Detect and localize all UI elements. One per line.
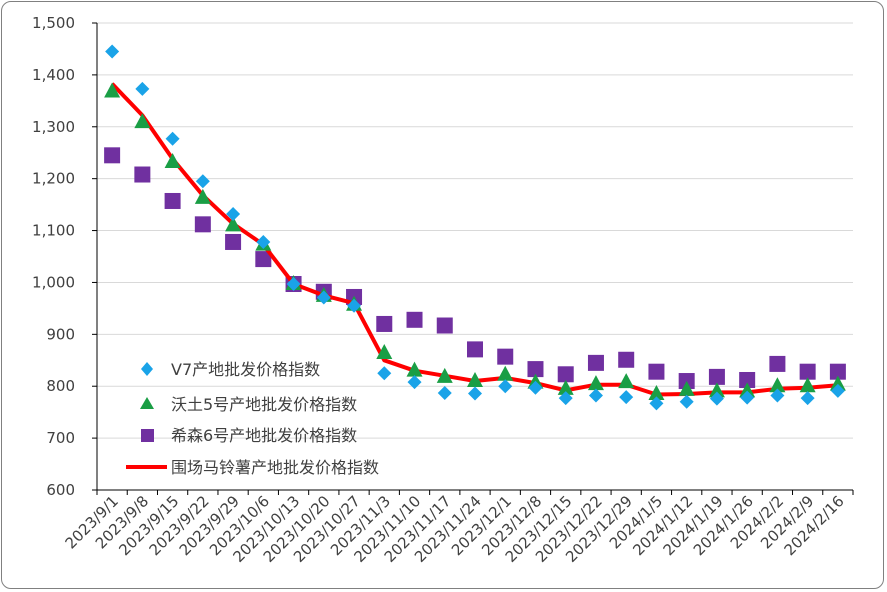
point-v7-6 <box>286 277 301 292</box>
point-xisen6-15 <box>557 366 574 383</box>
axes <box>92 22 854 495</box>
point-xisen6-9 <box>376 315 393 332</box>
y-tick-label-600: 600 <box>46 481 75 499</box>
point-v7-9 <box>377 366 392 381</box>
point-wotu5-24 <box>829 375 846 391</box>
legend-marker-v7 <box>141 362 153 376</box>
point-xisen6-4 <box>225 233 242 250</box>
legend-marker-xisen6 <box>141 429 154 442</box>
point-wotu5-0 <box>104 82 121 98</box>
legend-label-wotu5: 沃土5号产地批发价格指数 <box>171 395 357 414</box>
point-wotu5-12 <box>467 372 483 388</box>
point-wotu5-17 <box>618 373 635 389</box>
point-v7-19 <box>679 394 694 409</box>
point-xisen6-13 <box>497 348 514 365</box>
series-layer <box>104 44 846 411</box>
point-wotu5-20 <box>708 382 725 398</box>
point-v7-1 <box>135 81 150 96</box>
point-xisen6-21 <box>739 371 756 388</box>
y-tick-label-1500: 1,500 <box>32 14 75 32</box>
point-xisen6-5 <box>255 251 272 268</box>
point-v7-21 <box>740 390 755 405</box>
point-xisen6-12 <box>467 341 483 358</box>
point-wotu5-23 <box>799 377 816 393</box>
point-xisen6-3 <box>194 216 211 233</box>
point-xisen6-17 <box>618 351 635 368</box>
y-tick-label-1200: 1,200 <box>32 170 75 188</box>
legend-label-xisen6: 希森6号产地批发价格指数 <box>171 426 357 445</box>
legend-label-weichang: 围场马铃薯产地批发价格指数 <box>171 458 379 477</box>
point-wotu5-22 <box>769 377 786 393</box>
point-v7-12 <box>468 386 482 401</box>
point-xisen6-22 <box>769 355 786 372</box>
point-xisen6-2 <box>164 192 181 209</box>
x-tick-labels: 2023/9/12023/9/82023/9/152023/9/222023/9… <box>62 492 848 566</box>
y-tick-label-1000: 1,000 <box>32 273 75 291</box>
point-xisen6-11 <box>436 317 453 334</box>
point-v7-7 <box>316 290 331 305</box>
point-wotu5-16 <box>587 375 604 391</box>
point-wotu5-9 <box>376 344 393 360</box>
legend-item-xisen6: 希森6号产地批发价格指数 <box>141 426 357 445</box>
point-xisen6-14 <box>527 361 544 378</box>
point-wotu5-1 <box>134 113 151 129</box>
point-wotu5-15 <box>557 379 574 395</box>
legend: V7产地批发价格指数 沃土5号产地批发价格指数 希森6号产地批发价格指数 围场马… <box>126 360 379 477</box>
point-v7-17 <box>619 390 634 405</box>
point-wotu5-4 <box>225 216 242 232</box>
point-v7-22 <box>770 388 785 403</box>
point-xisen6-10 <box>406 311 423 328</box>
point-v7-24 <box>830 383 845 398</box>
y-tick-label-900: 900 <box>46 325 75 343</box>
legend-item-weichang: 围场马铃薯产地批发价格指数 <box>126 458 379 477</box>
point-v7-5 <box>256 234 271 249</box>
point-v7-10 <box>407 375 422 390</box>
point-xisen6-18 <box>648 363 665 380</box>
point-xisen6-16 <box>587 354 604 371</box>
point-v7-2 <box>165 131 180 146</box>
point-v7-16 <box>588 388 603 403</box>
point-wotu5-10 <box>406 361 423 377</box>
point-xisen6-0 <box>104 147 121 164</box>
legend-item-v7: V7产地批发价格指数 <box>141 360 320 379</box>
point-v7-8 <box>347 298 362 313</box>
point-v7-20 <box>709 391 724 406</box>
point-v7-4 <box>226 206 241 221</box>
point-v7-3 <box>195 174 210 189</box>
legend-marker-wotu5 <box>140 397 154 409</box>
legend-label-v7: V7产地批发价格指数 <box>171 360 320 379</box>
y-tick-label-1100: 1,100 <box>32 222 75 240</box>
point-v7-14 <box>528 380 543 395</box>
y-tick-label-800: 800 <box>46 377 75 395</box>
point-wotu5-18 <box>648 385 665 401</box>
y-tick-label-1400: 1,400 <box>32 66 75 84</box>
point-wotu5-13 <box>497 365 514 381</box>
point-wotu5-11 <box>436 367 453 383</box>
y-tick-label-700: 700 <box>46 429 75 447</box>
legend-item-wotu5: 沃土5号产地批发价格指数 <box>140 395 357 414</box>
gridlines <box>97 22 853 439</box>
point-v7-11 <box>437 385 452 400</box>
point-xisen6-23 <box>799 363 816 380</box>
point-wotu5-2 <box>164 153 181 169</box>
y-tick-labels: 600 700 800 900 1,000 1,100 1,200 1,300 1,400 1,5… <box>32 14 75 499</box>
point-xisen6-24 <box>829 363 846 380</box>
point-xisen6-1 <box>134 166 151 183</box>
point-v7-13 <box>498 379 513 394</box>
point-xisen6-20 <box>708 368 725 385</box>
point-v7-23 <box>800 391 815 406</box>
point-v7-0 <box>105 44 120 59</box>
point-wotu5-19 <box>678 380 695 396</box>
point-v7-15 <box>558 391 573 406</box>
y-tick-label-1300: 1,300 <box>32 118 75 136</box>
point-v7-18 <box>649 396 664 411</box>
point-wotu5-21 <box>739 382 756 398</box>
point-wotu5-3 <box>194 188 211 204</box>
